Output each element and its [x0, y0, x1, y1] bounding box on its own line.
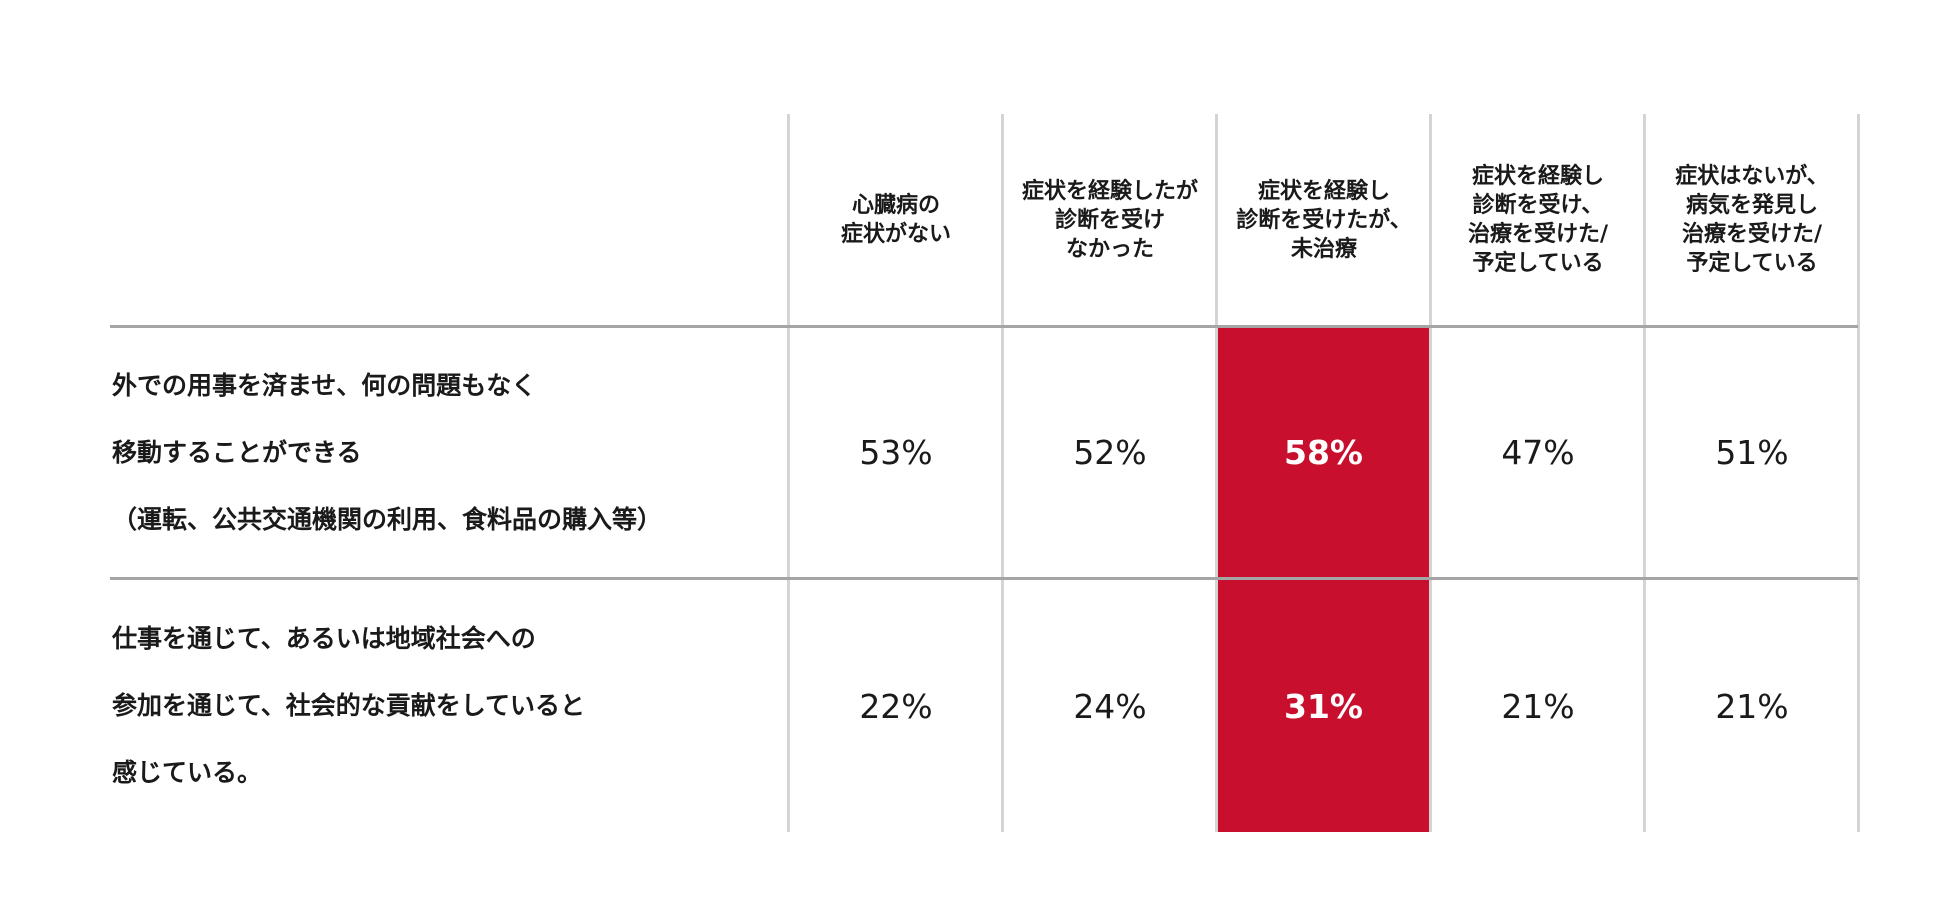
column-header-1: 心臓病の 症状がない — [789, 114, 1003, 326]
row-label-line: 感じている。 — [112, 758, 263, 787]
column-divider — [1643, 114, 1646, 832]
value-cell: 53% — [859, 433, 933, 472]
value-cell: 51% — [1715, 433, 1789, 472]
column-divider — [1857, 114, 1860, 832]
row-divider — [110, 325, 1858, 328]
row-label-1: 外での用事を済ませ、何の問題もなく 移動することができる （運転、公共交通機関の… — [112, 328, 782, 576]
column-header-label: 症状はないが、 病気を発見し 治療を受けた/ 予定している — [1675, 164, 1829, 276]
column-header-5: 症状はないが、 病気を発見し 治療を受けた/ 予定している — [1645, 114, 1859, 326]
row-label-line: （運転、公共交通機関の利用、食料品の購入等） — [112, 504, 663, 534]
row-label-line: 移動することができる — [112, 437, 362, 467]
column-header-label: 心臓病の 症状がない — [840, 193, 951, 247]
row-label-line: 参加を通じて、社会的な貢献をしていると — [112, 691, 586, 720]
row-label-line: 仕事を通じて、あるいは地域社会への — [112, 624, 536, 653]
column-header-2: 症状を経験したが 診断を受け なかった — [1003, 114, 1217, 326]
column-header-3: 症状を経験し 診断を受けたが、 未治療 — [1217, 114, 1431, 326]
column-divider — [787, 114, 790, 832]
value-cell: 22% — [859, 686, 933, 726]
column-divider — [1429, 114, 1432, 832]
column-header-label: 症状を経験し 診断を受けたが、 未治療 — [1236, 178, 1412, 262]
column-header-label: 症状を経験したが 診断を受け なかった — [1021, 178, 1198, 262]
value-cell: 21% — [1715, 686, 1789, 726]
column-divider — [1215, 114, 1218, 832]
value-cell: 21% — [1501, 686, 1575, 726]
value-cell: 52% — [1073, 433, 1147, 472]
value-cell-highlighted: 31% — [1218, 580, 1429, 832]
value-cell: 47% — [1501, 433, 1575, 472]
column-header-label: 症状を経験し 診断を受け、 治療を受けた/ 予定している — [1467, 164, 1609, 276]
column-header-4: 症状を経験し 診断を受け、 治療を受けた/ 予定している — [1431, 114, 1645, 326]
value-cell: 24% — [1073, 686, 1147, 726]
row-label-line: 外での用事を済ませ、何の問題もなく — [112, 370, 537, 400]
value-cell-highlighted: 58% — [1218, 328, 1429, 577]
row-label-2: 仕事を通じて、あるいは地域社会への 参加を通じて、社会的な貢献をしていると 感じ… — [112, 580, 782, 831]
row-divider — [110, 577, 1858, 580]
column-divider — [1001, 114, 1004, 832]
